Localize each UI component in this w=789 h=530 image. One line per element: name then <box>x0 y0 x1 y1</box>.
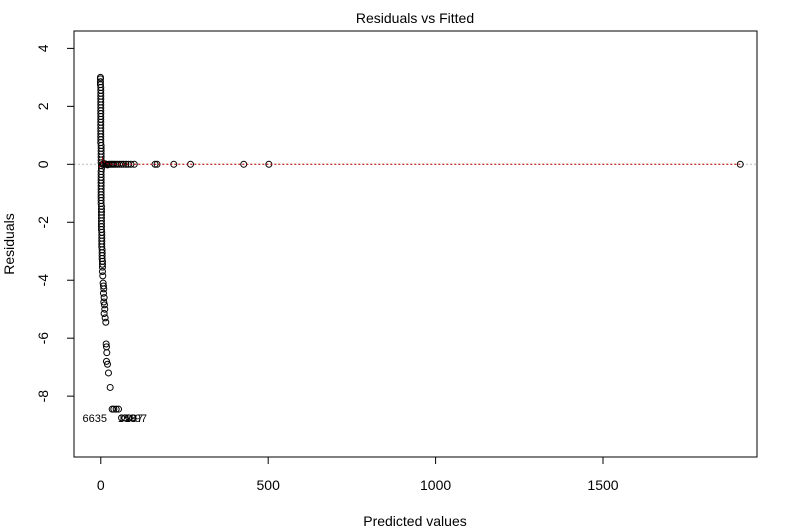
data-point <box>101 305 109 313</box>
data-point <box>112 405 120 413</box>
x-tick-label: 0 <box>97 477 105 493</box>
data-point <box>103 349 111 357</box>
data-point <box>106 383 114 391</box>
data-point <box>121 414 129 422</box>
points-layer <box>96 73 744 422</box>
data-point <box>736 160 744 168</box>
point-label: 6635 <box>83 413 107 425</box>
x-axis-label: Predicted values <box>363 513 467 529</box>
x-tick-label: 1500 <box>587 477 618 493</box>
data-point <box>99 272 107 280</box>
y-tick-label: 2 <box>35 102 51 110</box>
point-label: 97 <box>135 413 147 425</box>
data-point <box>101 314 109 322</box>
data-point <box>104 369 112 377</box>
y-tick-label: -4 <box>35 274 51 287</box>
data-point <box>118 414 126 422</box>
data-point <box>100 301 108 309</box>
y-axis-label: Residuals <box>1 213 17 274</box>
point-label: 187 <box>125 413 143 425</box>
data-point <box>99 282 107 290</box>
y-tick-label: -8 <box>35 390 51 403</box>
data-point <box>100 294 108 302</box>
y-tick-label: 0 <box>35 160 51 168</box>
y-tick-label: 4 <box>35 44 51 52</box>
x-tick-label: 500 <box>257 477 281 493</box>
y-tick-label: -6 <box>35 332 51 345</box>
data-point <box>129 414 137 422</box>
data-point <box>100 285 108 293</box>
data-point <box>103 360 111 368</box>
data-point <box>115 405 123 413</box>
point-label: 159 <box>118 413 136 425</box>
y-tick-label: -2 <box>35 216 51 229</box>
x-axis: 0 500 1000 1500 <box>97 456 619 493</box>
data-point <box>102 357 110 365</box>
data-point <box>98 268 106 276</box>
data-point <box>110 405 118 413</box>
data-point <box>100 310 108 318</box>
data-point <box>98 260 106 268</box>
data-point <box>98 263 106 271</box>
data-point <box>125 414 133 422</box>
data-point <box>99 289 107 297</box>
chart-title: Residuals vs Fitted <box>356 10 474 26</box>
x-tick-label: 1000 <box>420 477 451 493</box>
data-point <box>100 298 108 306</box>
y-axis: -8 -6 -4 -2 0 2 4 <box>35 44 75 403</box>
data-point <box>102 340 110 348</box>
data-point <box>102 318 110 326</box>
